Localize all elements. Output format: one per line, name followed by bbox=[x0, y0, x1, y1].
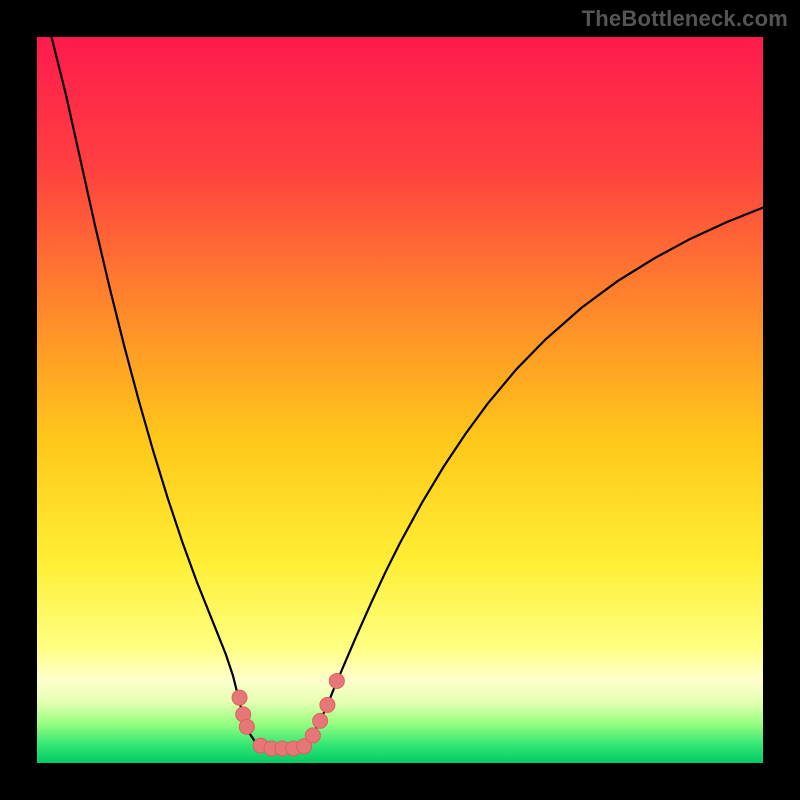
curve-marker bbox=[305, 728, 320, 743]
curve-marker bbox=[320, 697, 335, 712]
curve-marker bbox=[239, 719, 254, 734]
plot-area bbox=[37, 37, 763, 763]
curve-marker bbox=[329, 673, 344, 688]
curve-marker bbox=[313, 713, 328, 728]
curve-marker bbox=[232, 690, 247, 705]
watermark-text: TheBottleneck.com bbox=[582, 6, 788, 32]
chart-frame: TheBottleneck.com bbox=[0, 0, 800, 800]
plot-svg bbox=[37, 37, 763, 763]
gradient-background bbox=[37, 37, 763, 763]
